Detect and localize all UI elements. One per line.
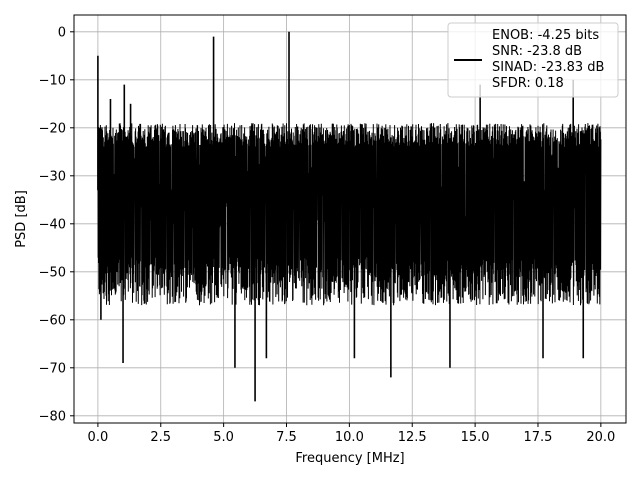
- y-tick-label: −80: [39, 409, 66, 424]
- y-tick-label: −20: [39, 121, 66, 136]
- x-axis-ticks: 0.0 2.5 5.0 7.5 10.0 12.5 15.0 17.5 20.0: [88, 423, 615, 445]
- legend: ENOB: -4.25 bits SNR: -23.8 dB SINAD: -2…: [447, 22, 619, 98]
- x-tick-label: 5.0: [213, 430, 234, 445]
- y-axis-label: PSD [dB]: [14, 190, 29, 248]
- x-axis-label: Frequency [MHz]: [295, 451, 404, 466]
- x-tick-label: 20.0: [586, 430, 615, 445]
- legend-sfdr: SFDR: 0.18: [492, 76, 564, 91]
- x-tick-label: 15.0: [461, 430, 490, 445]
- x-tick-label: 0.0: [88, 430, 109, 445]
- y-tick-label: −70: [39, 361, 66, 376]
- psd-series: [97, 31, 602, 402]
- y-tick-label: −50: [39, 265, 66, 280]
- y-tick-label: −30: [39, 169, 66, 184]
- legend-enob: ENOB: -4.25 bits: [492, 28, 599, 43]
- legend-sinad: SINAD: -23.83 dB: [492, 60, 604, 75]
- y-tick-label: −60: [39, 313, 66, 328]
- x-tick-label: 2.5: [150, 430, 171, 445]
- psd-trace: [97, 123, 602, 306]
- y-tick-label: −10: [39, 73, 66, 88]
- plot-frame: [73, 14, 627, 424]
- legend-snr: SNR: -23.8 dB: [492, 44, 582, 59]
- x-tick-label: 7.5: [276, 430, 297, 445]
- legend-box: [447, 22, 619, 98]
- x-tick-label: 12.5: [398, 430, 427, 445]
- x-tick-label: 10.0: [335, 430, 364, 445]
- y-axis-ticks: 0 −10 −20 −30 −40 −50 −60 −70 −80: [39, 25, 74, 424]
- y-tick-label: 0: [58, 25, 66, 40]
- x-tick-label: 17.5: [524, 430, 553, 445]
- y-tick-label: −40: [39, 217, 66, 232]
